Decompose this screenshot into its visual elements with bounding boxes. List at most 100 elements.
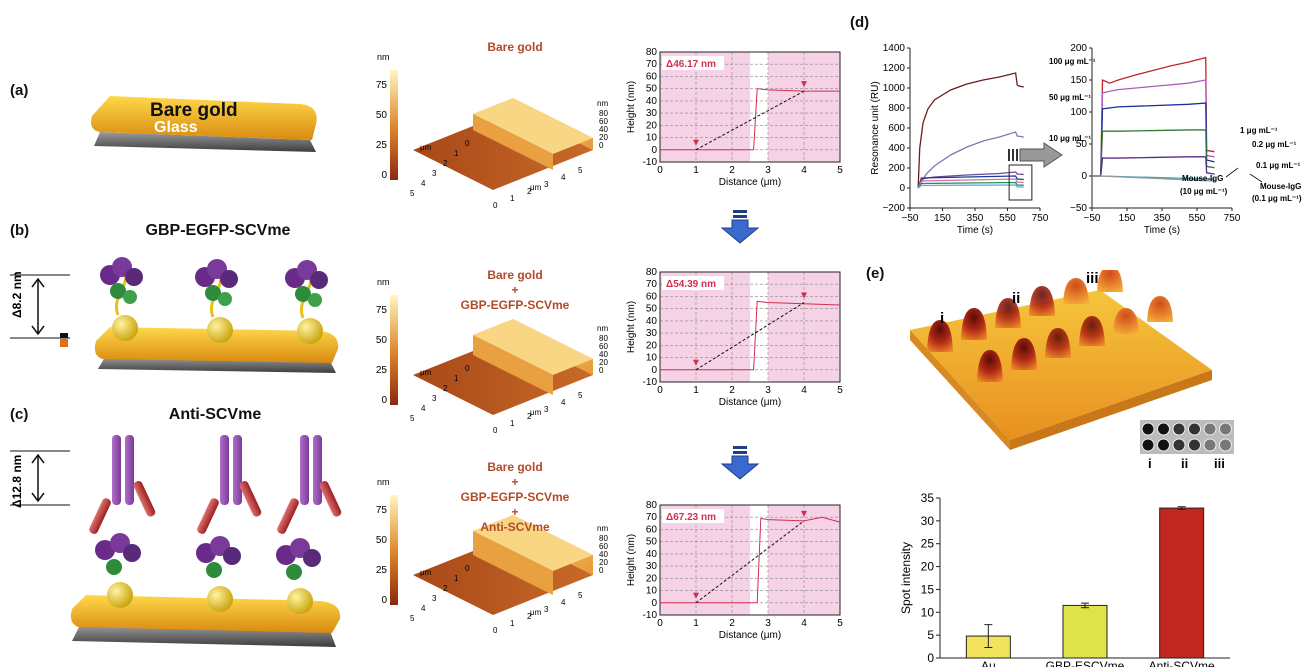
y-tick-label: 50 [646,304,658,315]
y-tick-label: 80 [646,47,658,58]
afm-z-tick: 0 [599,141,604,150]
inset-spot [1203,438,1217,452]
afm-y-tick: 4 [421,404,426,413]
series-label: (10 μg mL⁻¹) [1180,187,1228,196]
spot-peak [1045,328,1071,358]
inset-spot [1157,438,1170,452]
y-tick-label: 40 [646,316,658,327]
afm-y-tick: 0 [465,364,470,373]
x-tick-label: 3 [765,165,771,176]
y-tick-label: 60 [646,71,658,82]
afm-x-tick: 2 [527,187,532,196]
inset-spot [1141,438,1155,452]
afm-x-tick: 3 [544,180,549,189]
y-tick-label: 5 [927,628,934,642]
y-tick-label: 400 [888,143,905,154]
colorbar-tick: 25 [376,365,388,376]
panel-label-d: (d) [850,14,870,31]
afm-title-1: Bare gold [420,40,610,55]
panel-label-a: (a) [10,82,29,99]
colorbar-tick: 50 [376,535,388,546]
x-tick-label: 750 [1224,213,1241,224]
colorbar-tick: 75 [376,305,388,316]
x-tick-label: 5 [837,385,843,396]
x-tick-label: 0 [657,618,663,629]
x-tick-label: 350 [1154,213,1171,224]
series-line [1092,129,1215,177]
profile-line [660,300,841,371]
afm-x-unit: μm [530,408,542,417]
y-tick-label: 10 [646,133,658,144]
afm-y-tick: 0 [465,564,470,573]
y-tick-label: 40 [646,549,658,560]
afm-y-tick: 5 [410,614,415,623]
cursor-marker [693,359,699,366]
spot-peak [1147,296,1173,322]
afm-top-face [473,515,593,571]
inset-label-iii: iii [1214,456,1225,471]
afm-y-tick: 4 [421,604,426,613]
y-tick-label: 70 [646,59,658,70]
colorbar-tick: 0 [381,170,387,181]
spot-peak [1063,278,1089,304]
afm-y-tick: 2 [443,584,448,593]
y-tick-label: 600 [888,123,905,134]
afm-y-tick: 2 [443,384,448,393]
afm-z-tick: 20 [599,358,608,367]
right-arrow-icon [1008,142,1063,168]
colorbar-tick: 0 [381,395,387,406]
bar-chart: 0 5 10 15 20 25 30 35 Spot intensity Au GBP-ESCVme… [899,491,1230,667]
y-tick-label: 60 [646,291,658,302]
afm-y-tick: 3 [432,169,437,178]
y-tick-label: 10 [646,353,658,364]
x-tick-label: 150 [934,213,951,224]
y-tick-label: 200 [888,163,905,174]
afm-y-tick: 5 [410,414,415,423]
y-tick-label: 20 [646,120,658,131]
x-tick-label: 4 [801,165,807,176]
x-tick-label: 5 [837,618,843,629]
y-tick-label: 20 [921,560,935,574]
spot-peak [1011,338,1037,370]
afm-x-tick: 2 [527,612,532,621]
y-tick-label: 50 [646,537,658,548]
series-label: Mouse-IgG [1260,182,1301,191]
profile-line [660,516,841,604]
bar [1062,604,1108,659]
series-line [1092,175,1215,182]
afm-z-tick: 0 [599,366,604,375]
afm-front-face [473,531,553,595]
y-tick-label: −50 [1070,203,1087,214]
afm-z-tick: 0 [599,566,604,575]
spot-peak [961,308,987,340]
afm-y-tick: 3 [432,394,437,403]
colorbar [390,295,398,405]
spr-chart-right: −50 0 50 100 150 200 −50 150 350 550 750 Time (s) 1 … [1070,43,1302,236]
y-tick-label: 40 [646,96,658,107]
x-tick-label: 550 [999,213,1016,224]
x-tick-label: 750 [1032,213,1049,224]
afm-z-tick: 80 [599,534,608,543]
panel-label-c: (c) [10,406,29,423]
afm-x-tick: 0 [493,201,498,210]
x-axis-label: Distance (μm) [719,177,781,188]
y-tick-label: 30 [921,514,935,528]
afm-y-tick: 4 [421,179,426,188]
label-glass: Glass [154,119,198,136]
x-tick-label: 4 [801,385,807,396]
y-axis-label: Height (nm) [626,301,637,353]
y-tick-label: 70 [646,512,658,523]
afm-z-tick: 60 [599,542,608,551]
series-label: 0.2 μg mL⁻¹ [1252,140,1297,149]
y-tick-label: 50 [646,84,658,95]
delta-line [695,302,805,371]
plot-frame [659,504,841,616]
cursor-marker [801,292,807,299]
colorbar-tick: 0 [381,595,387,606]
panel-label-b: (b) [10,222,30,239]
afm-y-tick: 2 [443,159,448,168]
